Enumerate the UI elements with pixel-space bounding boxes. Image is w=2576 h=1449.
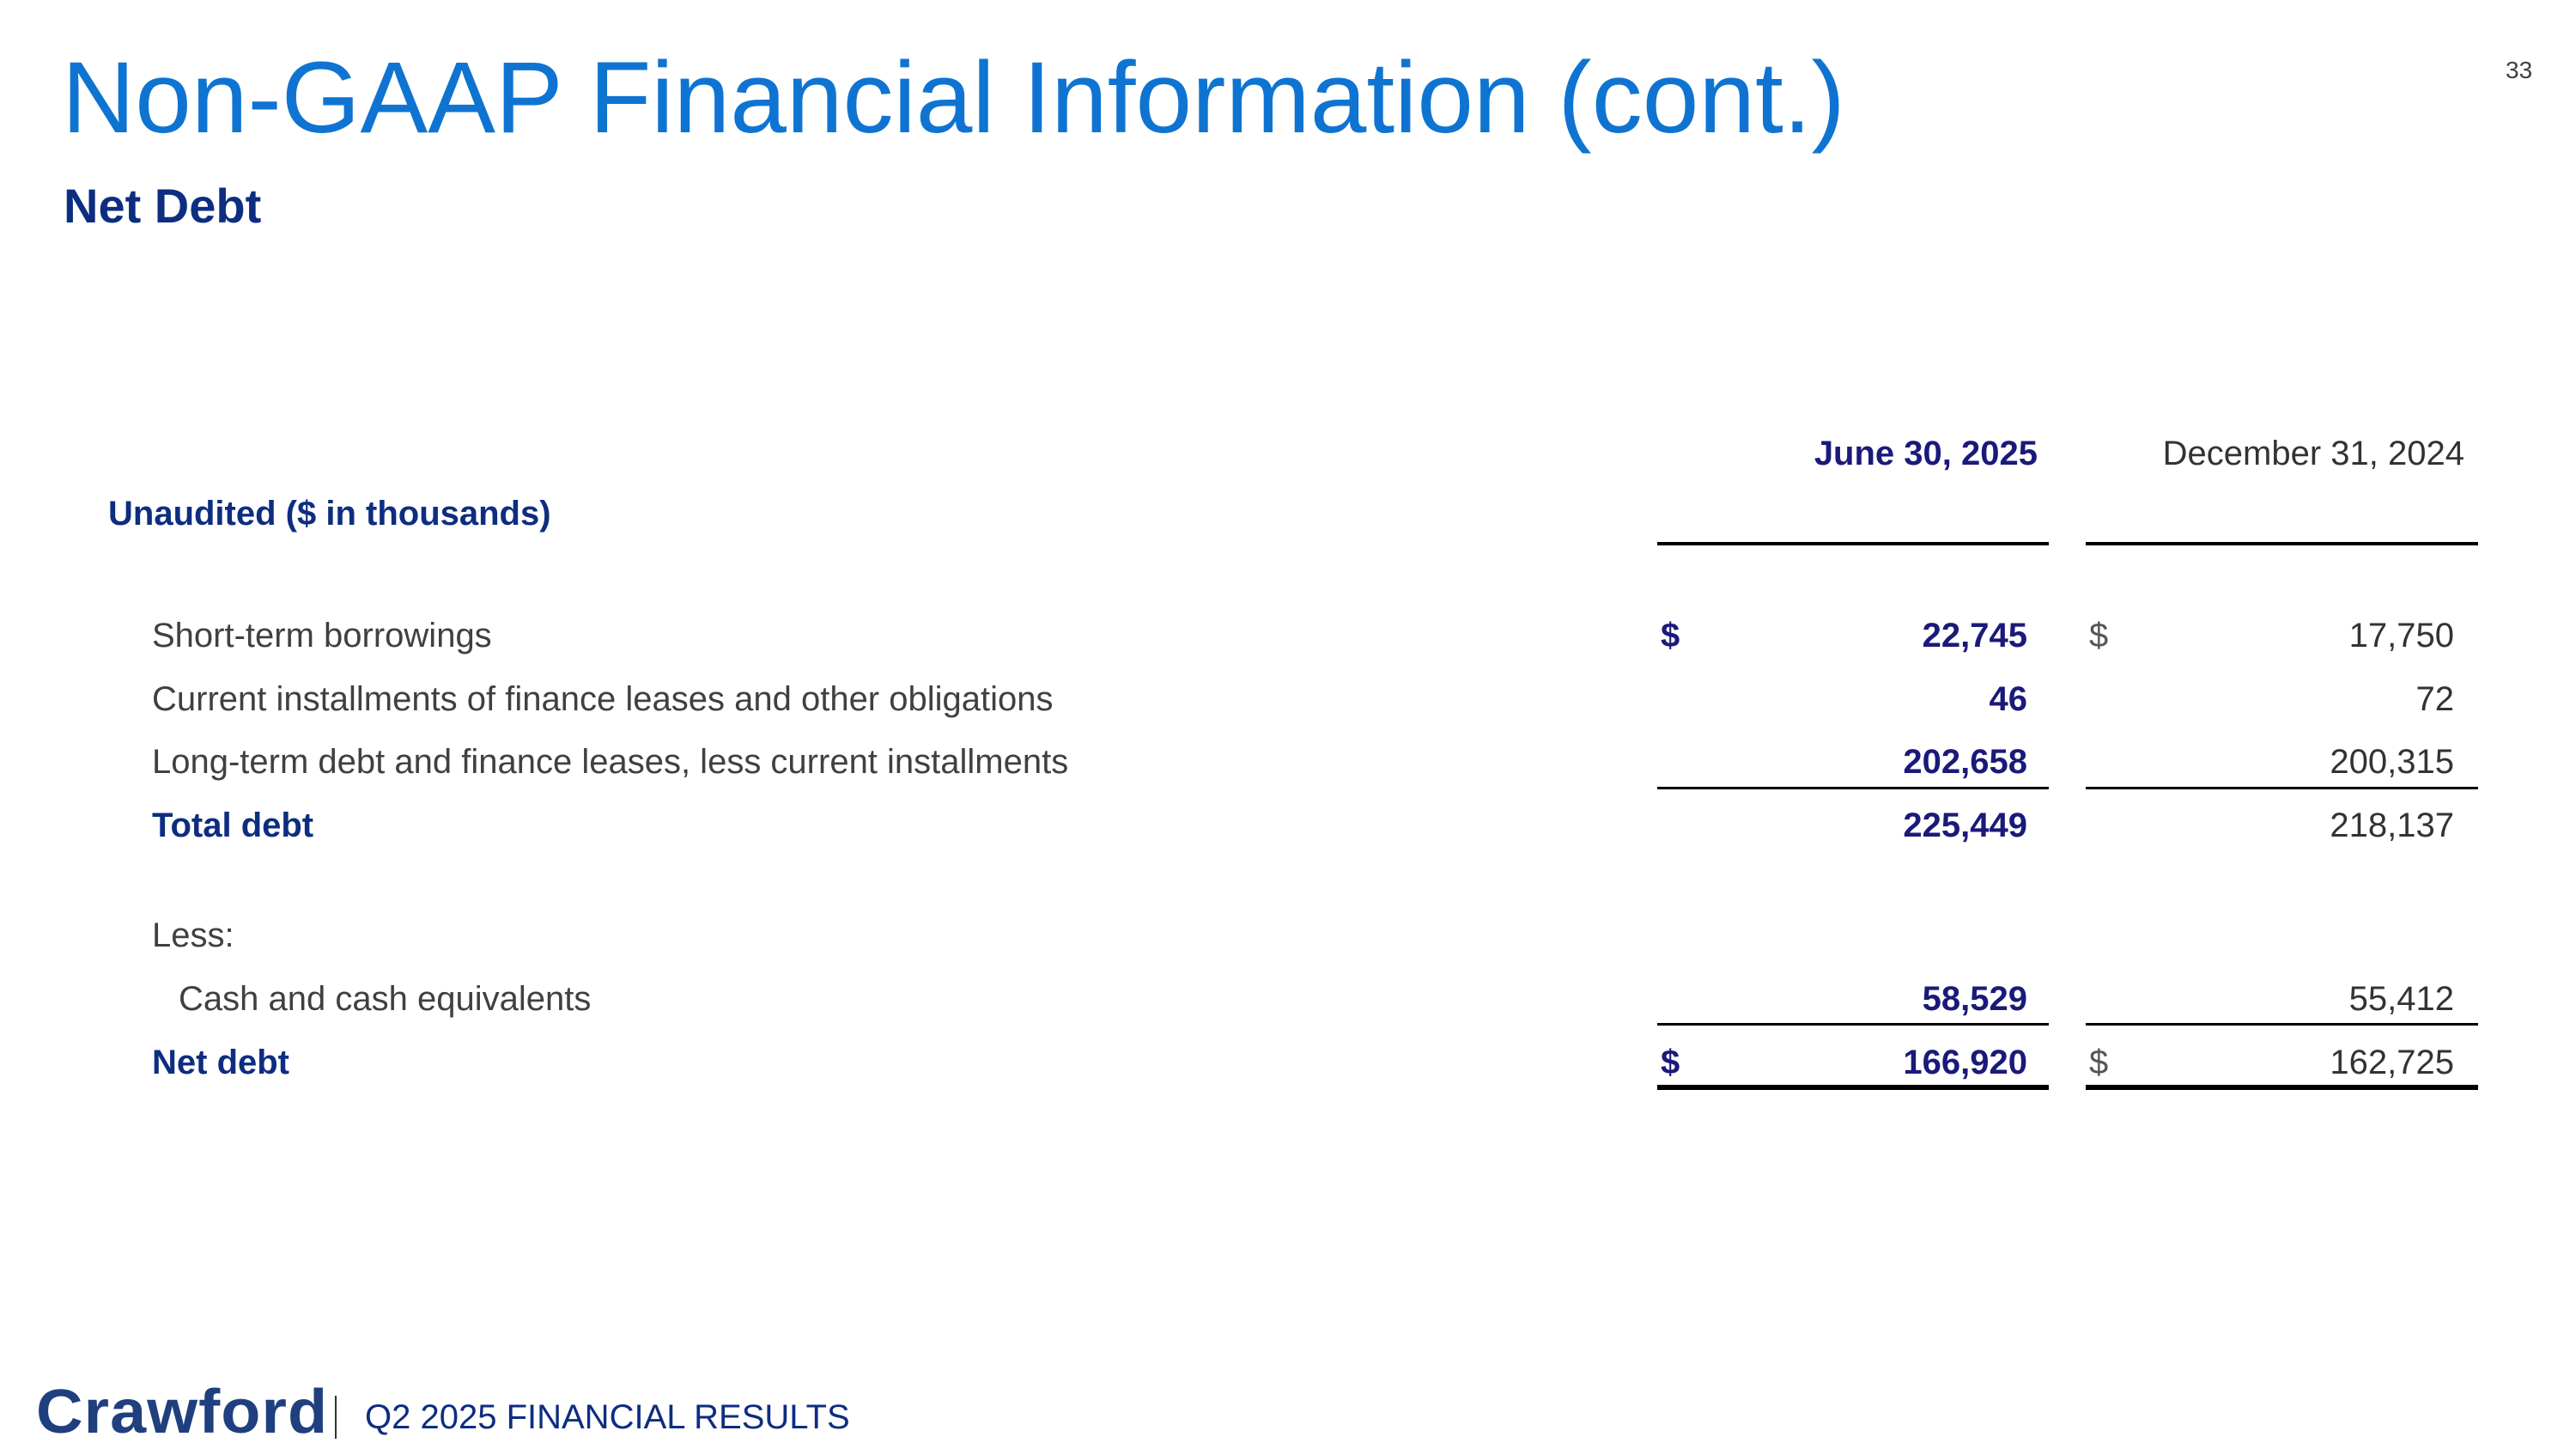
page-title: Non-GAAP Financial Information (cont.) — [62, 41, 1845, 155]
table-row-net-debt: Net debt $ 166,920 $ 162,725 — [0, 1041, 2576, 1084]
value-dec-2024: 200,315 — [2330, 743, 2454, 781]
column-header-june-2025: June 30, 2025 — [1814, 435, 2038, 472]
header-rule — [2086, 542, 2478, 545]
page-subtitle: Net Debt — [64, 179, 262, 233]
value-dec-2024: 218,137 — [2330, 807, 2454, 844]
page-number: 33 — [2506, 57, 2533, 83]
subtotal-rule — [2086, 1023, 2478, 1026]
row-label: Net debt — [152, 1044, 289, 1081]
table-row: Current installments of finance leases a… — [0, 678, 2576, 721]
footer-text: Q2 2025 FINANCIAL RESULTS — [365, 1398, 850, 1436]
value-dec-2024: 162,725 — [2330, 1044, 2454, 1081]
subtotal-rule — [2086, 787, 2478, 789]
table-row: Cash and cash equivalents 58,529 55,412 — [0, 977, 2576, 1020]
double-underline — [1657, 1085, 2049, 1090]
table-row-total: Total debt 225,449 218,137 — [0, 804, 2576, 847]
row-label: Long-term debt and finance leases, less … — [152, 743, 1069, 781]
value-june-2025: 166,920 — [1903, 1044, 2027, 1081]
value-dec-2024: 55,412 — [2348, 980, 2454, 1018]
table-row: Long-term debt and finance leases, less … — [0, 740, 2576, 783]
dollar-sign: $ — [1661, 1044, 1680, 1081]
subtotal-rule — [1657, 787, 2049, 789]
table-caption: Unaudited ($ in thousands) — [108, 495, 551, 533]
table-row: Less: — [0, 914, 2576, 957]
dollar-sign: $ — [1661, 617, 1680, 654]
value-june-2025: 46 — [1989, 680, 2028, 718]
dollar-sign: $ — [2089, 1044, 2109, 1081]
value-june-2025: 58,529 — [1922, 980, 2027, 1018]
header-rule — [1657, 542, 2049, 545]
value-june-2025: 225,449 — [1903, 807, 2027, 844]
footer-divider — [335, 1396, 337, 1439]
dollar-sign: $ — [2089, 617, 2109, 654]
row-label: Current installments of finance leases a… — [152, 680, 1054, 718]
column-header-dec-2024: December 31, 2024 — [2162, 435, 2464, 472]
row-label: Short-term borrowings — [152, 617, 492, 654]
crawford-logo: Crawford — [36, 1378, 329, 1446]
value-june-2025: 202,658 — [1903, 743, 2027, 781]
double-underline — [2086, 1085, 2478, 1090]
row-label: Cash and cash equivalents — [179, 980, 592, 1018]
row-label: Total debt — [152, 807, 314, 844]
value-june-2025: 22,745 — [1922, 617, 2027, 654]
row-label: Less: — [152, 916, 234, 954]
value-dec-2024: 17,750 — [2348, 617, 2454, 654]
value-dec-2024: 72 — [2415, 680, 2455, 718]
table-row: Short-term borrowings $ 22,745 $ 17,750 — [0, 614, 2576, 657]
subtotal-rule — [1657, 1023, 2049, 1026]
